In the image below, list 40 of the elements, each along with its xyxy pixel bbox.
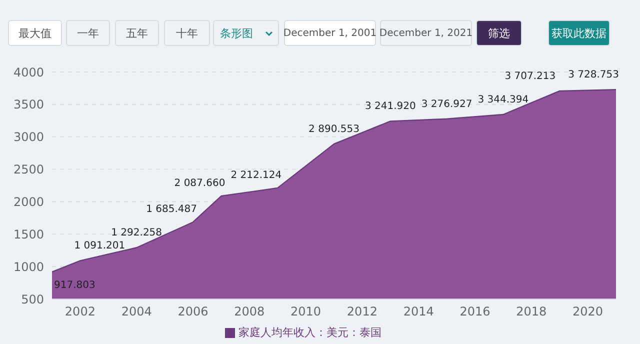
data-label: 917.803: [54, 280, 96, 291]
x-tick-label: 2004: [121, 304, 152, 319]
x-tick-label: 2008: [234, 304, 265, 319]
text: 十年: [176, 26, 198, 40]
text: December 1, 2021: [379, 28, 473, 38]
data-label: 3 707.213: [504, 70, 556, 82]
data-label: 3 344.394: [478, 94, 529, 106]
text: 一年: [77, 26, 99, 40]
text: 筛选: [488, 26, 510, 40]
text: 五年: [126, 26, 148, 40]
data-label: 2 087.660: [174, 178, 226, 190]
x-tick-label: 2012: [346, 304, 378, 319]
x-tick-label: 2010: [290, 304, 322, 319]
data-label: 1 091.201: [74, 240, 126, 252]
y-tick-label: 2000: [13, 194, 44, 209]
data-label: 2 212.124: [230, 170, 282, 181]
data-label: 1 685.487: [146, 204, 197, 216]
y-tick-label: 3500: [13, 98, 44, 112]
x-tick-label: 2020: [572, 304, 604, 319]
y-tick-label: 1000: [13, 260, 44, 274]
x-tick-label: 2002: [64, 304, 96, 319]
text: 获取此数据: [552, 26, 606, 40]
text: 条形图: [220, 26, 253, 40]
y-tick-label: 1500: [13, 227, 44, 242]
data-label: 3 241.920: [364, 101, 416, 112]
legend-label: 家庭人均年收入：美元：泰国: [238, 326, 382, 339]
data-label: 3 728.753: [568, 70, 619, 81]
y-tick-label: 3000: [13, 130, 44, 144]
data-label: 3 276.927: [421, 98, 472, 110]
x-tick-label: 2018: [516, 304, 547, 319]
x-tick-label: 2014: [403, 304, 434, 319]
x-tick-label: 2016: [460, 304, 490, 319]
data-label: 2 890.553: [308, 124, 360, 135]
y-tick-label: 2500: [13, 162, 44, 177]
text: 最大值: [18, 26, 52, 40]
data-label: 1 292.258: [111, 228, 162, 239]
text: December 1, 2001: [283, 28, 377, 38]
x-tick-label: 2006: [178, 304, 208, 319]
y-tick-label: 4000: [13, 65, 44, 80]
y-tick-label: 500: [21, 292, 44, 306]
